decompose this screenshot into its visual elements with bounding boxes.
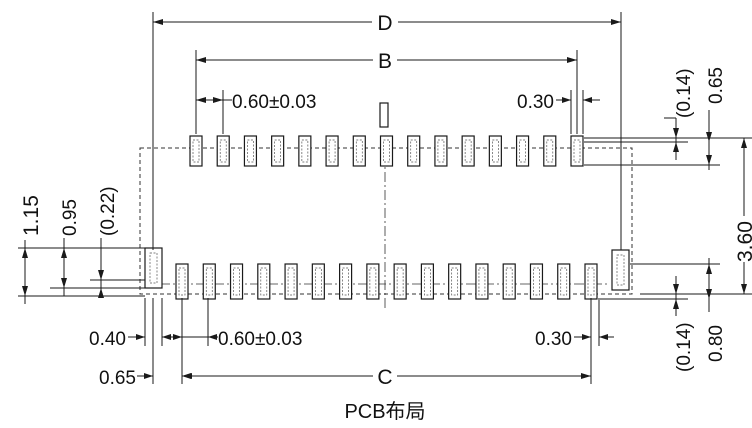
- top-pad: [407, 135, 421, 167]
- left-095-label: 0.95: [60, 199, 81, 236]
- left-022-label: (0.22): [98, 186, 119, 236]
- bottom-pad: [393, 263, 407, 300]
- top-pad: [515, 135, 530, 167]
- top-065-label: 0.65: [706, 67, 727, 104]
- bottom-pad: [529, 263, 544, 300]
- dimension-bottom-pitch: 0.60±0.03: [172, 298, 302, 384]
- left-115-label: 1.15: [20, 195, 43, 236]
- top-pad: [325, 135, 339, 167]
- bottom-pad-width-label: 0.30: [535, 329, 572, 350]
- top-pad: [271, 135, 285, 167]
- top-pad: [352, 135, 366, 167]
- top-014-label: (0.14): [674, 68, 695, 118]
- bottom-080-label: 0.80: [706, 325, 727, 362]
- dimension-top-pitch: 0.60±0.03: [195, 90, 316, 134]
- top-pad: [434, 135, 448, 167]
- dimension-top-right-vertical: (0.14) 0.65 3.60: [584, 67, 752, 295]
- dimension-c-label: C: [377, 366, 392, 389]
- top-pitch-label: 0.60±0.03: [232, 92, 316, 113]
- dimension-bottom-pad-width: 0.30: [535, 298, 614, 350]
- dimension-left-vertical: 1.15 0.95 (0.22): [18, 186, 145, 304]
- bottom-pad: [284, 263, 298, 300]
- top-pad-row: [189, 135, 584, 167]
- top-pad: [461, 135, 475, 167]
- dimension-top-pad-width: 0.30: [517, 90, 600, 134]
- bottom-pad: [584, 263, 598, 300]
- top-pad: [543, 135, 557, 167]
- top-pad: [216, 135, 230, 167]
- bottom-pad: [448, 263, 462, 300]
- dimension-bottom-right-vertical: (0.14) 0.80: [600, 258, 727, 372]
- polarity-mark: [379, 102, 389, 128]
- top-pad: [379, 135, 394, 167]
- height-360-label: 3.60: [734, 221, 752, 262]
- dimension-d: D: [152, 12, 622, 250]
- bottom-pad: [420, 263, 434, 300]
- h040-label: 0.40: [89, 329, 126, 350]
- bottom-pad: [475, 263, 489, 300]
- top-pad-width-label: 0.30: [517, 92, 554, 113]
- bottom-pad: [202, 263, 216, 300]
- top-pad: [570, 135, 584, 167]
- top-pad: [298, 135, 312, 167]
- right-anchor-pad: [611, 249, 630, 291]
- top-pad: [189, 135, 203, 167]
- bottom-pad: [175, 263, 189, 300]
- bottom-pad: [339, 263, 353, 300]
- bottom-pitch-label: 0.60±0.03: [218, 329, 302, 350]
- dimension-040: 0.40: [89, 298, 172, 350]
- bottom-pad: [311, 263, 325, 300]
- bottom-pad: [257, 263, 271, 300]
- drawing-caption: PCB布局: [344, 400, 425, 423]
- dimension-b-label: B: [378, 50, 392, 73]
- top-pad: [243, 135, 258, 167]
- dimension-c: C: [182, 346, 592, 389]
- h065-label: 0.65: [99, 368, 136, 389]
- bottom-pad: [229, 263, 244, 300]
- left-anchor-pad: [144, 247, 163, 289]
- bottom-pad: [366, 263, 380, 300]
- bottom-pad: [557, 263, 571, 300]
- bottom-014-label: (0.14): [674, 322, 695, 372]
- top-pad: [488, 135, 502, 167]
- bottom-pad: [502, 263, 516, 300]
- dimension-d-label: D: [377, 12, 392, 35]
